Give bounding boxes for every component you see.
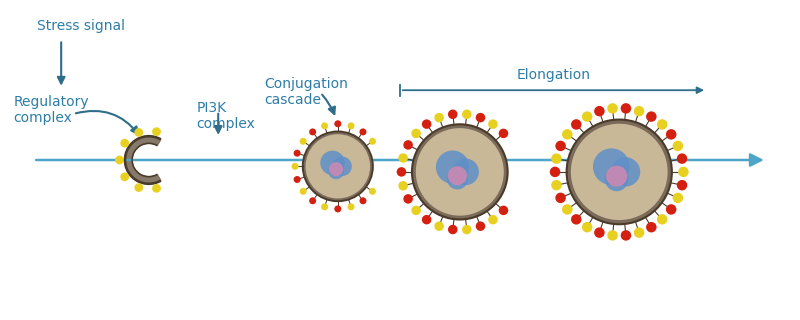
Circle shape bbox=[347, 203, 354, 210]
Circle shape bbox=[448, 225, 458, 234]
Circle shape bbox=[309, 197, 316, 204]
Circle shape bbox=[411, 206, 421, 215]
Circle shape bbox=[562, 204, 573, 215]
Circle shape bbox=[347, 122, 354, 129]
Circle shape bbox=[673, 141, 683, 151]
Circle shape bbox=[677, 180, 687, 190]
Circle shape bbox=[434, 113, 444, 122]
Circle shape bbox=[334, 120, 342, 127]
Text: Regulatory
complex: Regulatory complex bbox=[14, 95, 89, 125]
Circle shape bbox=[621, 230, 631, 241]
Circle shape bbox=[152, 184, 161, 193]
Circle shape bbox=[359, 128, 366, 135]
Circle shape bbox=[120, 172, 129, 181]
Circle shape bbox=[657, 119, 667, 130]
Text: Conjugation
cascade: Conjugation cascade bbox=[265, 77, 348, 107]
Circle shape bbox=[611, 157, 640, 187]
Circle shape bbox=[488, 119, 498, 129]
Circle shape bbox=[332, 156, 352, 176]
Circle shape bbox=[321, 203, 328, 210]
Circle shape bbox=[120, 139, 129, 148]
Circle shape bbox=[462, 225, 472, 234]
Circle shape bbox=[369, 138, 376, 145]
Circle shape bbox=[398, 153, 408, 163]
Circle shape bbox=[359, 197, 366, 204]
Circle shape bbox=[416, 128, 504, 216]
Circle shape bbox=[448, 109, 458, 119]
Circle shape bbox=[551, 153, 562, 164]
Circle shape bbox=[328, 164, 344, 179]
Circle shape bbox=[555, 141, 566, 151]
Circle shape bbox=[582, 111, 593, 122]
Circle shape bbox=[412, 124, 508, 220]
Circle shape bbox=[593, 148, 630, 185]
Circle shape bbox=[434, 221, 444, 231]
Circle shape bbox=[321, 122, 328, 129]
Circle shape bbox=[677, 153, 687, 164]
Circle shape bbox=[646, 222, 657, 232]
Circle shape bbox=[666, 204, 677, 215]
Circle shape bbox=[403, 194, 413, 204]
Circle shape bbox=[605, 168, 628, 191]
Circle shape bbox=[566, 120, 672, 224]
Circle shape bbox=[607, 103, 618, 114]
Circle shape bbox=[551, 180, 562, 190]
Circle shape bbox=[621, 103, 631, 114]
Circle shape bbox=[666, 129, 677, 140]
Circle shape bbox=[422, 119, 431, 129]
Circle shape bbox=[555, 193, 566, 203]
Circle shape bbox=[306, 134, 370, 198]
Circle shape bbox=[422, 215, 431, 224]
Circle shape bbox=[300, 188, 306, 195]
Circle shape bbox=[152, 127, 161, 136]
Circle shape bbox=[329, 162, 343, 176]
Circle shape bbox=[294, 150, 301, 157]
Circle shape bbox=[452, 159, 479, 185]
Circle shape bbox=[403, 140, 413, 150]
Circle shape bbox=[369, 188, 376, 195]
Circle shape bbox=[488, 215, 498, 224]
Circle shape bbox=[673, 193, 683, 203]
Circle shape bbox=[134, 183, 143, 192]
Circle shape bbox=[606, 166, 627, 187]
Circle shape bbox=[634, 228, 644, 238]
Circle shape bbox=[115, 156, 124, 164]
Circle shape bbox=[571, 214, 582, 225]
Circle shape bbox=[646, 111, 657, 122]
Circle shape bbox=[476, 221, 486, 231]
Circle shape bbox=[320, 151, 345, 175]
Circle shape bbox=[448, 166, 467, 185]
Circle shape bbox=[134, 128, 143, 137]
Circle shape bbox=[634, 106, 644, 116]
Circle shape bbox=[294, 176, 301, 183]
Circle shape bbox=[607, 230, 618, 241]
Text: Stress signal: Stress signal bbox=[38, 19, 126, 33]
Text: PI3K
complex: PI3K complex bbox=[197, 100, 255, 131]
Circle shape bbox=[498, 206, 508, 215]
Text: Elongation: Elongation bbox=[517, 68, 590, 82]
Circle shape bbox=[678, 167, 689, 177]
Circle shape bbox=[462, 109, 472, 119]
Circle shape bbox=[334, 205, 342, 212]
Circle shape bbox=[291, 163, 298, 170]
Circle shape bbox=[411, 129, 421, 138]
Circle shape bbox=[550, 167, 560, 177]
Circle shape bbox=[447, 169, 468, 189]
Circle shape bbox=[498, 129, 508, 138]
Circle shape bbox=[571, 119, 582, 130]
Circle shape bbox=[562, 129, 573, 140]
Circle shape bbox=[397, 167, 406, 177]
Circle shape bbox=[657, 214, 667, 225]
Circle shape bbox=[582, 222, 593, 232]
Circle shape bbox=[594, 106, 605, 116]
Polygon shape bbox=[125, 136, 161, 184]
Circle shape bbox=[476, 113, 486, 122]
Circle shape bbox=[594, 228, 605, 238]
Circle shape bbox=[309, 128, 316, 135]
Circle shape bbox=[302, 132, 373, 201]
Circle shape bbox=[398, 181, 408, 190]
Circle shape bbox=[436, 150, 470, 184]
Circle shape bbox=[300, 138, 306, 145]
Circle shape bbox=[571, 124, 668, 220]
